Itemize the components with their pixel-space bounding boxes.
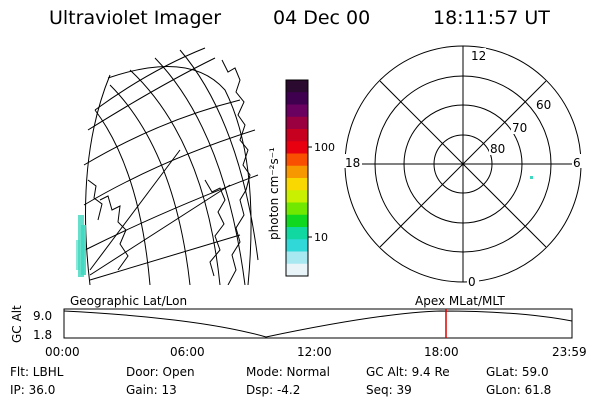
strip-x-tick-1: 06:00	[170, 345, 205, 359]
lon-line	[89, 149, 181, 271]
filter-param: Flt: LBHL	[10, 365, 64, 379]
colorbar-cell	[286, 202, 308, 216]
lat-line	[87, 57, 216, 131]
coastline	[87, 179, 103, 221]
glat-param: GLat: 59.0	[486, 365, 549, 379]
coastline	[221, 59, 251, 285]
strip-x-tick-4: 23:59	[552, 345, 587, 359]
altitude-strip: Geographic Lat/Lon Apex MLat/MLT GC Alt …	[10, 294, 587, 359]
strip-y-max: 9.0	[33, 309, 52, 323]
gc-alt-param: GC Alt: 9.4 Re	[366, 365, 450, 379]
polar-diagonal	[379, 80, 547, 248]
glon-param: GLon: 61.8	[486, 383, 551, 397]
colorbar-cell	[286, 116, 308, 130]
colorbar-unit-label: photon cm⁻²s⁻¹	[267, 147, 281, 240]
lon-line	[154, 57, 246, 285]
gain-param: Gain: 13	[126, 383, 177, 397]
polar-label-6: 6	[573, 156, 581, 170]
lon-line	[179, 49, 259, 261]
colorbar-cell	[286, 251, 308, 265]
dsp-param: Dsp: -4.2	[246, 383, 300, 397]
strip-x-tick-3: 18:00	[424, 345, 459, 359]
colorbar-cell	[286, 141, 308, 154]
colorbar-cell	[286, 165, 308, 179]
lat-line	[94, 47, 206, 111]
strip-x-tick-0: 00:00	[45, 345, 80, 359]
coastline	[204, 179, 226, 277]
polar-label-70: 70	[512, 121, 527, 135]
colorbar-cell	[286, 92, 308, 105]
colorbar-tick-100: 100	[314, 141, 335, 154]
polar-plot	[344, 45, 582, 283]
lon-line	[94, 109, 151, 285]
lat-line	[83, 129, 256, 206]
mode-param: Mode: Normal	[246, 365, 330, 379]
colorbar-cell	[286, 227, 308, 240]
polar-label-60: 60	[536, 98, 551, 112]
colorbar-cell	[286, 239, 308, 252]
grid-boundary	[107, 65, 252, 285]
strip-right-caption: Apex MLat/MLT	[415, 294, 505, 308]
ip-param: IP: 36.0	[10, 383, 55, 397]
colorbar: 100 10 photon cm⁻²s⁻¹	[267, 79, 335, 277]
colorbar-cell	[286, 104, 308, 118]
colorbar-cell	[286, 190, 308, 203]
strip-left-caption: Geographic Lat/Lon	[70, 294, 187, 308]
instrument-title: Ultraviolet Imager	[49, 7, 221, 29]
date-label: 04 Dec 00	[273, 7, 370, 29]
time-label: 18:11:57 UT	[433, 7, 550, 29]
colorbar-tick-10: 10	[314, 231, 328, 244]
polar-aurora-pixel	[530, 176, 533, 179]
polar-label-0: 0	[468, 275, 476, 289]
earth-limb	[85, 74, 111, 285]
strip-x-tick-2: 12:00	[297, 345, 332, 359]
lon-line	[89, 234, 241, 281]
door-param: Door: Open	[126, 365, 195, 379]
aurora-pixels	[76, 215, 86, 277]
lon-line	[109, 84, 191, 285]
lat-line	[84, 174, 259, 251]
lon-line	[129, 69, 221, 285]
seq-param: Seq: 39	[366, 383, 412, 397]
colorbar-cell	[286, 129, 308, 142]
parameter-footer: Flt: LBHL Door: Open Mode: Normal GC Alt…	[10, 365, 551, 397]
geographic-map	[76, 47, 259, 285]
colorbar-cell	[286, 263, 308, 277]
polar-label-18: 18	[345, 156, 360, 170]
colorbar-cell	[286, 214, 308, 228]
lat-line	[83, 99, 241, 166]
strip-y-min: 1.8	[33, 328, 52, 342]
lon-line	[89, 184, 231, 276]
colorbar-cell	[286, 80, 308, 93]
colorbar-cell	[286, 178, 308, 191]
coastline	[99, 195, 129, 271]
altitude-curve	[63, 310, 573, 338]
polar-label-12: 12	[471, 49, 486, 63]
polar-label-80: 80	[490, 142, 505, 156]
strip-y-axis-label: GC Alt	[10, 305, 24, 343]
colorbar-cell	[286, 153, 308, 167]
strip-frame	[63, 308, 573, 339]
